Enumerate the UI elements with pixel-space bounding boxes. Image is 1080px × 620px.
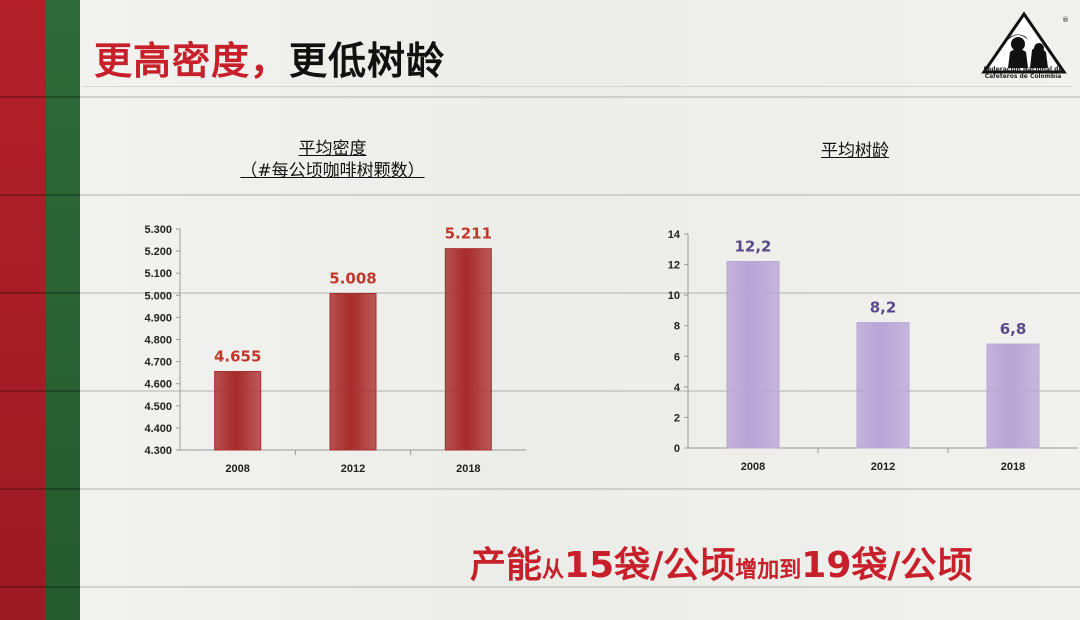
- bar-2018: [444, 248, 492, 451]
- bar-2008: [726, 261, 780, 449]
- y-tick-label: 5.300: [144, 224, 172, 236]
- logo-text: Federación Nacional de Cafeteros de Colo…: [966, 66, 1080, 80]
- flag-stripe-green: [46, 0, 80, 620]
- y-tick-label: 6: [674, 351, 680, 363]
- statement-part4: 增加到: [735, 558, 802, 583]
- y-tick-label: 4.300: [144, 445, 172, 457]
- y-tick-label: 4.800: [144, 335, 172, 347]
- bar-2012: [329, 293, 377, 451]
- y-tick-label: 14: [668, 229, 681, 241]
- y-tick-label: 5.200: [144, 246, 172, 258]
- category-label-2012: 2012: [341, 463, 365, 475]
- slide-title-black: 更低树龄: [289, 39, 446, 83]
- logo-registered-mark: ®: [1062, 16, 1069, 24]
- category-label-2018: 2018: [1001, 461, 1025, 473]
- y-tick-label: 4: [674, 382, 681, 394]
- y-tick-label: 4.900: [144, 312, 172, 324]
- data-label-2012: 5.008: [329, 270, 376, 288]
- category-label-2008: 2008: [225, 463, 249, 475]
- y-tick-label: 0: [674, 443, 680, 455]
- data-label-2018: 5.211: [445, 225, 492, 243]
- bar-2012: [856, 322, 910, 449]
- statement-part3: 15袋/公顷: [564, 545, 736, 586]
- density-bar-chart: 4.300 4.400 4.500 4.600 4.700 4.800 4.900 5.000…: [144, 224, 526, 475]
- logo-text-line1: Federación Nacional de: [983, 66, 1063, 73]
- bar-2018: [986, 343, 1040, 449]
- header-divider: [82, 86, 1072, 87]
- statement-part1: 产能: [470, 545, 543, 586]
- y-tick-label: 4.700: [144, 357, 172, 369]
- chart2-title-line1: 平均树龄: [821, 141, 889, 161]
- category-label-2008: 2008: [741, 461, 765, 473]
- flag-stripe-red: [0, 0, 46, 620]
- y-tick-label: 12: [668, 260, 680, 272]
- slide-title: 更高密度，更低树龄: [94, 30, 445, 85]
- slide-title-red: 更高密度，: [94, 39, 290, 83]
- productivity-statement: 产能从15袋/公顷增加到19袋/公顷: [470, 536, 973, 588]
- y-tick-label: 2: [674, 412, 680, 424]
- logo-text-line2: Cafeteros de Colombia: [984, 73, 1062, 80]
- data-label-2012: 8,2: [870, 299, 897, 317]
- y-tick-label: 5.100: [144, 268, 172, 280]
- chart2-title: 平均树龄: [780, 140, 930, 162]
- data-label-2008: 12,2: [734, 238, 771, 256]
- y-tick-label: 4.600: [144, 379, 172, 391]
- category-label-2012: 2012: [871, 461, 895, 473]
- data-label-2008: 4.655: [214, 348, 261, 366]
- data-label-2018: 6,8: [1000, 320, 1027, 338]
- chart1-title: 平均密度 （#每公顷咖啡树颗数）: [200, 138, 465, 182]
- bar-2008: [214, 371, 262, 451]
- chart1-title-line1: 平均密度: [298, 139, 367, 159]
- tree-age-bar-chart: 0 2 4 6 8 10 12 14 12,2 2008 8,2 2012 6,8 2018: [668, 229, 1078, 473]
- y-tick-label: 5.000: [144, 290, 172, 302]
- y-tick-label: 4.400: [144, 423, 172, 435]
- flag-stripe-wood-lines: [0, 0, 80, 620]
- category-label-2018: 2018: [456, 463, 480, 475]
- chart1-title-line2: （#每公顷咖啡树颗数）: [240, 161, 425, 181]
- y-tick-label: 10: [668, 290, 680, 302]
- federacion-logo-icon: ®: [981, 11, 1069, 74]
- y-tick-label: 8: [674, 321, 680, 333]
- statement-part5: 19袋/公顷: [801, 545, 973, 586]
- statement-part2: 从: [542, 558, 565, 583]
- y-tick-label: 4.500: [144, 401, 172, 413]
